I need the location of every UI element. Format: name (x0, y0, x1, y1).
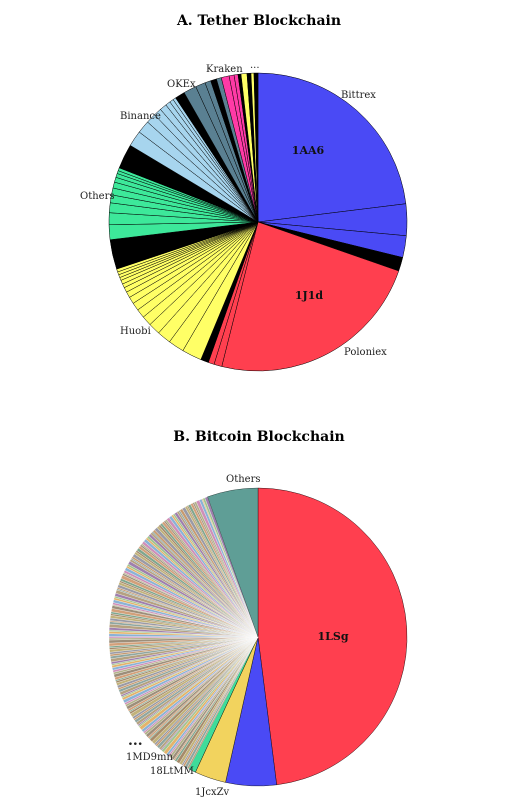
chart-b-label-1lsg: 1LSg (317, 630, 348, 643)
chart-a-label-kraken: Kraken (206, 64, 243, 75)
chart-b-label-others: Others (226, 474, 261, 485)
chart-a-label-okex: OKEx (167, 79, 196, 90)
chart-a-slice-bittrex-0 (257, 72, 407, 223)
chart-a-label-bittrex: Bittrex (341, 90, 376, 101)
chart-a-label-poloniex: Poloniex (344, 347, 387, 358)
chart-b-label-1jcxzv: 1JcxZv (195, 787, 230, 798)
chart-b-label-18ltmm: 18LtMM (150, 766, 194, 777)
chart-a-label-huobi: Huobi (120, 326, 151, 337)
chart-a-slice-poloniex-4 (221, 221, 400, 372)
chart-a-label-1j1d: 1J1d (295, 289, 324, 302)
chart-b-label-1md9mn: 1MD9mn (126, 752, 173, 763)
chart-a-label-1aa6: 1AA6 (292, 144, 325, 157)
chart-b-slice-others (207, 487, 259, 638)
chart-a-label-others: Others (80, 191, 115, 202)
chart-a-label-binance: Binance (120, 111, 161, 122)
chart-b-label-dots: ... (128, 733, 143, 749)
chart-a-pie (108, 72, 408, 372)
chart-a-title: A. Tether Blockchain (176, 13, 341, 29)
chart-b-slice-1lsg (257, 487, 408, 786)
chart-a-slice-unlabeled-57 (253, 72, 259, 223)
chart-b-pie (108, 487, 408, 787)
chart-b-title: B. Bitcoin Blockchain (173, 429, 344, 445)
chart-a-label-dots: ... (250, 60, 260, 71)
